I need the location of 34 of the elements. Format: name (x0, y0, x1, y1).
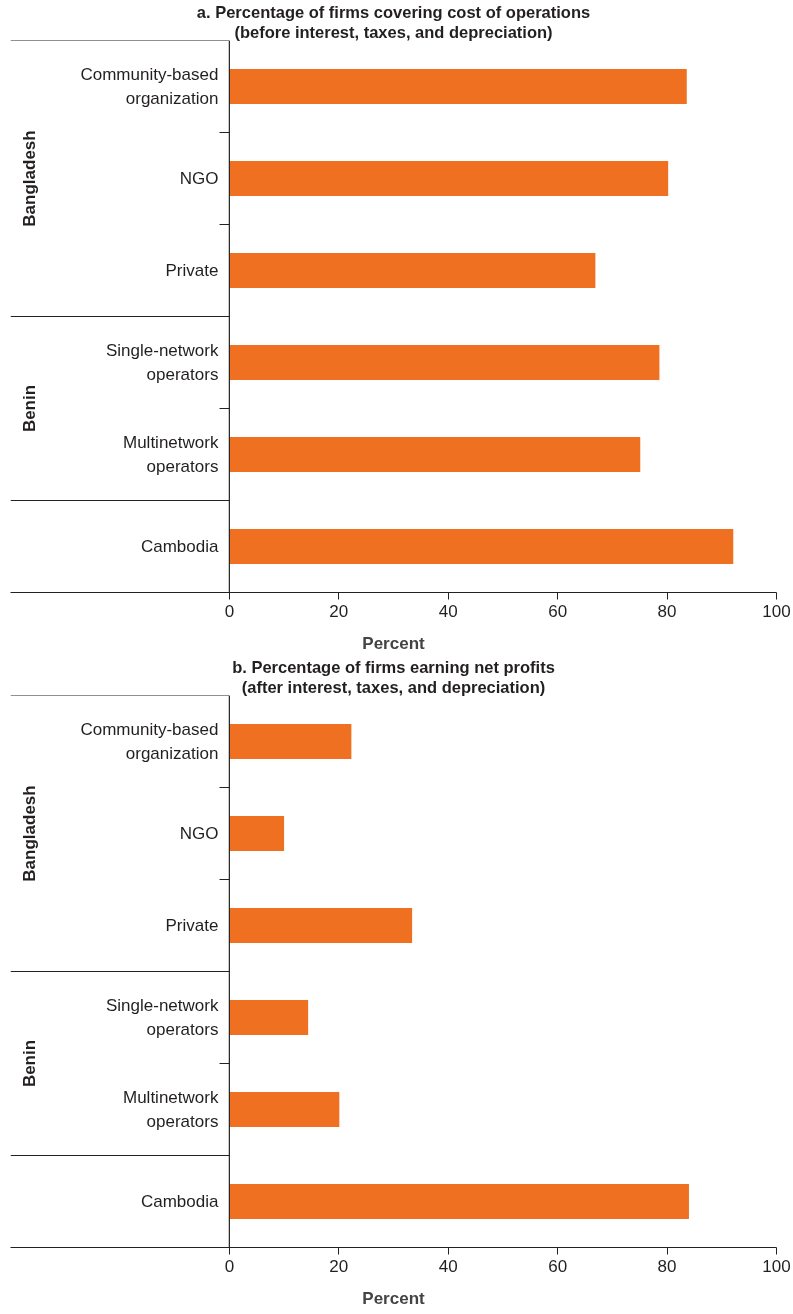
x-axis-title: Percent (362, 633, 426, 653)
y-tick-label: NGO (179, 824, 219, 843)
x-tick-label: 40 (438, 601, 458, 621)
x-tick-label: 40 (438, 1256, 458, 1276)
x-tick-label: 100 (762, 1256, 791, 1276)
y-tick-label: Community-based organization (80, 65, 219, 108)
chart-subtitle: (after interest, taxes, and depreciation) (241, 677, 546, 696)
x-tick-label: 60 (548, 1256, 568, 1276)
text: Benin (20, 384, 40, 433)
chart-title: a. Percentage of firms covering cost of operations (196, 2, 591, 21)
y-tick-label: Single-network operators (105, 996, 219, 1039)
x-tick-label: 20 (329, 1256, 349, 1276)
y-tick-label: NGO (179, 169, 219, 188)
x-tick-label: 100 (762, 601, 791, 621)
y-tick-label: Single-network operators (105, 341, 219, 384)
x-tick-label: 80 (657, 1256, 677, 1276)
y-tick-label: Private (165, 261, 219, 280)
x-tick-label: 80 (657, 601, 677, 621)
text: Benin (20, 1039, 40, 1088)
x-tick-label: 60 (548, 601, 568, 621)
x-tick-label: 0 (224, 601, 235, 621)
x-tick-label: 20 (329, 601, 349, 621)
y-tick-label: Multinetwork operators (123, 1088, 219, 1131)
x-tick-label: 0 (224, 1256, 235, 1276)
y-tick-label: Cambodia (140, 1192, 219, 1211)
chart-subtitle: (before interest, taxes, and depreciation) (234, 22, 553, 41)
chart-title: b. Percentage of firms earning net profits (232, 657, 555, 676)
y-tick-label: Community-based organization (80, 720, 219, 763)
x-axis-title: Percent (362, 1288, 426, 1308)
text: Bangladesh (20, 785, 40, 882)
y-tick-label: Multinetwork operators (123, 433, 219, 476)
text: Bangladesh (20, 130, 40, 227)
y-tick-label: Private (165, 916, 219, 935)
y-tick-label: Cambodia (140, 537, 219, 556)
